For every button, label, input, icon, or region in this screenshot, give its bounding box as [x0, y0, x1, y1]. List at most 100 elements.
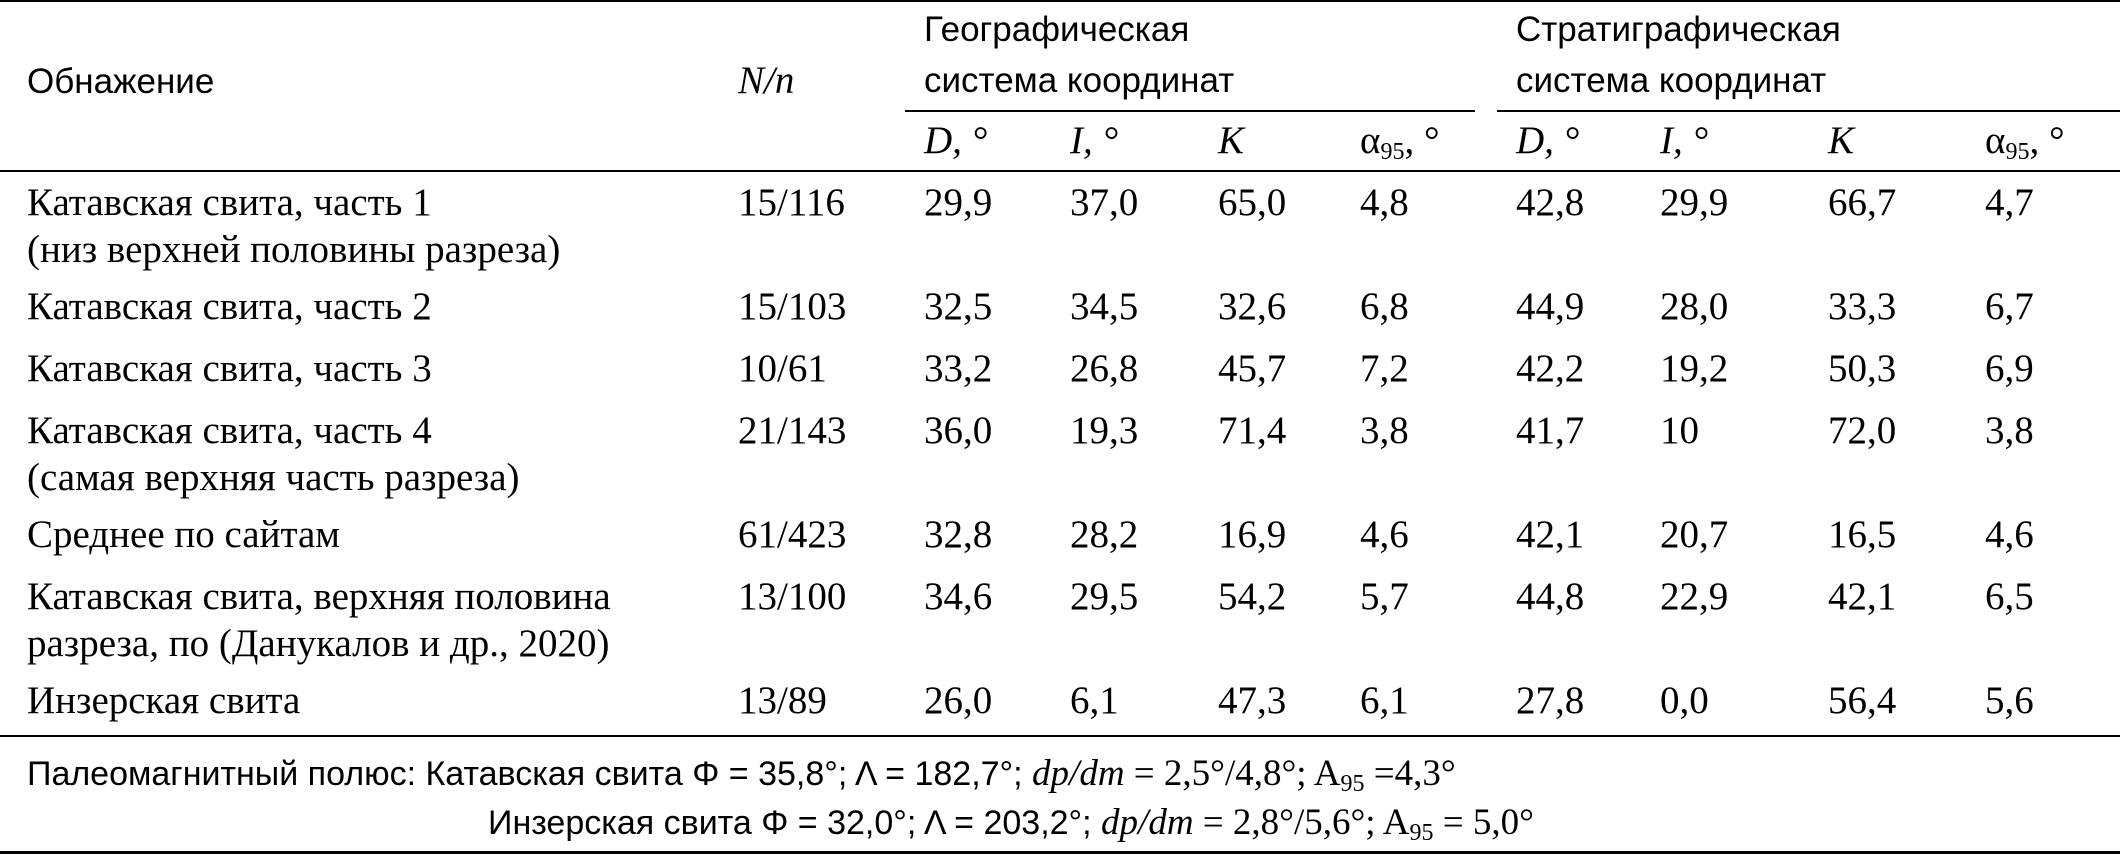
cell-gI: 6,1: [1070, 679, 1119, 722]
pole-line1-pre: Палеомагнитный полюс: Катавская свита Φ …: [27, 755, 1033, 793]
cell-sK: 72,0: [1828, 409, 1897, 452]
row-name-line2: (самая верхняя часть разреза): [27, 456, 520, 499]
row-name-line1: Катавская свита, часть 3: [27, 347, 432, 390]
cell-Nn: 10/61: [738, 347, 827, 390]
cell-sI: 22,9: [1660, 575, 1729, 618]
cell-gI: 28,2: [1070, 513, 1139, 556]
subheader-k-text: K: [1218, 119, 1245, 162]
cell-gD: 34,6: [924, 575, 993, 618]
pole-line1-dpdm: dp/dm: [1032, 753, 1125, 794]
cell-Nn: 13/100: [738, 575, 847, 618]
cell-sD: 42,8: [1516, 181, 1585, 224]
cell-gK: 47,3: [1218, 679, 1287, 722]
cell-gD: 33,2: [924, 347, 993, 390]
cell-Nn: 15/103: [738, 285, 847, 328]
cell-gD: 26,0: [924, 679, 993, 722]
cell-sI: 10: [1660, 409, 1699, 452]
cell-sa: 3,8: [1985, 409, 2034, 452]
cell-sD: 44,9: [1516, 285, 1585, 328]
cell-gK: 54,2: [1218, 575, 1287, 618]
top-rule: [0, 0, 2120, 2]
header-bottom-rule: [0, 170, 2120, 172]
header-nn-text: N/n: [738, 59, 795, 102]
table-bottom-rule: [0, 735, 2120, 737]
cell-sI: 19,2: [1660, 347, 1729, 390]
cell-ga: 7,2: [1360, 347, 1409, 390]
cell-sa: 5,6: [1985, 679, 2034, 722]
header-outcrop: Обнажение: [27, 62, 215, 101]
subheader-d-letter: D, °: [1516, 119, 1580, 162]
pole-line2-post: = 5,0°: [1433, 802, 1534, 843]
subheader-strat-k: K: [1828, 118, 1854, 164]
cell-gK: 65,0: [1218, 181, 1287, 224]
cell-Nn: 15/116: [738, 181, 845, 224]
cell-ga: 6,1: [1360, 679, 1409, 722]
cell-ga: 5,7: [1360, 575, 1409, 618]
cell-sK: 16,5: [1828, 513, 1897, 556]
cell-sa: 6,5: [1985, 575, 2034, 618]
cell-gI: 34,5: [1070, 285, 1139, 328]
cell-gI: 19,3: [1070, 409, 1139, 452]
subheader-alpha-sub: 95: [1380, 139, 1405, 165]
cell-gD: 29,9: [924, 181, 993, 224]
cell-sI: 29,9: [1660, 181, 1729, 224]
subheader-geo-i: I, °: [1070, 118, 1118, 164]
cell-sI: 20,7: [1660, 513, 1729, 556]
cell-sa: 4,7: [1985, 181, 2034, 224]
subheader-strat-a95: α95, °: [1985, 118, 2065, 164]
subheader-geo-d: D, °: [924, 118, 987, 164]
cell-ga: 3,8: [1360, 409, 1409, 452]
cell-gI: 37,0: [1070, 181, 1139, 224]
cell-Nn: 21/143: [738, 409, 847, 452]
subheader-strat-d: D, °: [1516, 118, 1579, 164]
cell-Nn: 13/89: [738, 679, 827, 722]
cell-sa: 6,7: [1985, 285, 2034, 328]
cell-sK: 33,3: [1828, 285, 1897, 328]
row-name-line1: Катавская свита, часть 4: [27, 409, 432, 452]
subheader-d-letter: D, °: [924, 119, 988, 162]
cell-Nn: 61/423: [738, 513, 847, 556]
header-geo-line2: система координат: [924, 61, 1235, 100]
cell-gK: 16,9: [1218, 513, 1287, 556]
cell-ga: 6,8: [1360, 285, 1409, 328]
cell-sK: 50,3: [1828, 347, 1897, 390]
cell-gD: 36,0: [924, 409, 993, 452]
cell-sD: 42,1: [1516, 513, 1585, 556]
subheader-geo-a95: α95, °: [1360, 118, 1440, 164]
subheader-alpha-post: , °: [2029, 119, 2065, 162]
header-strat-line2: система координат: [1516, 61, 1827, 100]
subheader-alpha: α: [1360, 119, 1381, 162]
cell-sa: 6,9: [1985, 347, 2034, 390]
row-name-line2: разреза, по (Данукалов и др., 2020): [27, 622, 610, 665]
subheader-strat-i: I, °: [1660, 118, 1708, 164]
header-geo-line1: Географическая: [924, 10, 1190, 49]
cell-gI: 29,5: [1070, 575, 1139, 618]
cell-ga: 4,6: [1360, 513, 1409, 556]
row-name-line1: Катавская свита, часть 1: [27, 181, 432, 224]
cell-ga: 4,8: [1360, 181, 1409, 224]
cell-sK: 66,7: [1828, 181, 1897, 224]
cell-gK: 32,6: [1218, 285, 1287, 328]
pole-line2-dpdm: dp/dm: [1101, 802, 1194, 843]
row-name-line1: Катавская свита, часть 2: [27, 285, 432, 328]
subheader-i-letter: I, °: [1070, 119, 1119, 162]
strat-group-rule: [1497, 110, 2120, 112]
pole-line2-sub: 95: [1409, 820, 1434, 846]
pole-line2-pre: Инзерская свита Φ = 32,0°; Λ = 203,2°;: [488, 804, 1102, 842]
pole-line1-post: =4,3°: [1364, 753, 1456, 794]
row-name-line2: (низ верхней половины разреза): [27, 228, 561, 271]
cell-gK: 71,4: [1218, 409, 1287, 452]
cell-sD: 42,2: [1516, 347, 1585, 390]
cell-sI: 28,0: [1660, 285, 1729, 328]
cell-gK: 45,7: [1218, 347, 1287, 390]
row-name-line1: Среднее по сайтам: [27, 513, 340, 556]
cell-sD: 44,8: [1516, 575, 1585, 618]
pole-line1-mid: = 2,5°/4,8°; A: [1124, 753, 1341, 794]
pole-line2-mid: = 2,8°/5,6°; A: [1193, 802, 1410, 843]
cell-sD: 41,7: [1516, 409, 1585, 452]
row-name-line1: Катавская свита, верхняя половина: [27, 575, 611, 618]
subheader-k-text: K: [1828, 119, 1855, 162]
cell-sD: 27,8: [1516, 679, 1585, 722]
subheader-alpha-post: , °: [1404, 119, 1440, 162]
subheader-alpha-sub: 95: [2005, 139, 2030, 165]
